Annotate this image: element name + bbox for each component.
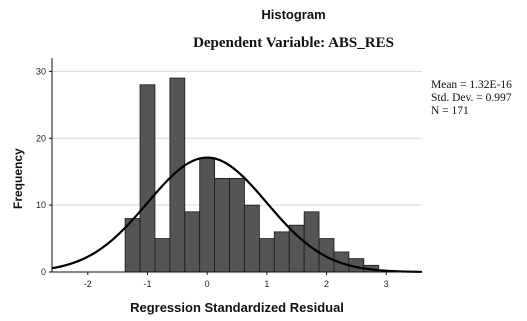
histogram-bar [318, 238, 335, 273]
histogram-bar [258, 238, 275, 273]
stat-sd: Std. Dev. = 0.997 [431, 92, 512, 104]
stats-box: Mean = 1.32E-16 Std. Dev. = 0.997 N = 17… [431, 79, 512, 118]
y-tick-label: 0 [41, 267, 46, 277]
x-tick-label: -1 [143, 279, 151, 289]
y-tick-label: 20 [36, 133, 46, 143]
histogram-bar [199, 157, 216, 273]
stat-mean: Mean = 1.32E-16 [431, 79, 512, 91]
x-tick-label: 2 [324, 279, 329, 289]
chart-title: Histogram [261, 7, 326, 22]
x-tick-label: -2 [84, 279, 92, 289]
y-tick-label: 30 [36, 66, 46, 76]
histogram-bar [303, 211, 320, 273]
normal-curve [51, 156, 423, 273]
histogram-bar [154, 238, 171, 273]
y-tick-label: 10 [36, 200, 46, 210]
stat-n: N = 171 [431, 105, 469, 117]
histogram-bar [273, 231, 290, 273]
x-tick-label: 1 [264, 279, 269, 289]
x-axis-label: Regression Standardized Residual [130, 300, 344, 315]
histogram-bar [184, 211, 201, 273]
histogram-bar [214, 177, 230, 273]
x-tick-label: 3 [384, 279, 389, 289]
chart-subtitle: Dependent Variable: ABS_RES [193, 35, 394, 51]
histogram-bar [244, 204, 260, 273]
histogram-bar [229, 177, 245, 273]
x-tick-label: 0 [205, 279, 210, 289]
histogram-bar [139, 84, 156, 273]
histogram-bar [288, 224, 305, 273]
